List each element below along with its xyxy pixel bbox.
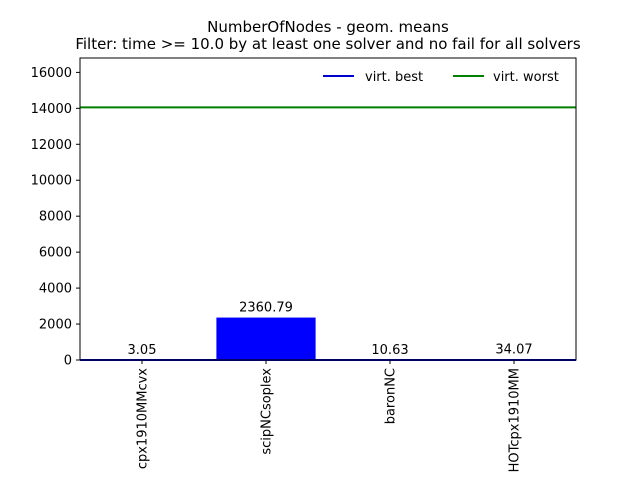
legend: virt. best virt. worst [323, 70, 559, 85]
data-label: 34.07 [495, 342, 532, 357]
chart-subtitle: Filter: time >= 10.0 by at least one sol… [75, 35, 581, 53]
data-label: 10.63 [371, 343, 408, 358]
y-tick-label: 12000 [31, 138, 72, 153]
y-tick-label: 6000 [39, 246, 72, 261]
y-tick-label: 16000 [31, 66, 72, 81]
data-label: 2360.79 [239, 301, 293, 316]
y-tick-label: 4000 [39, 282, 72, 297]
x-tick-label: baronNC [384, 368, 399, 424]
y-tick-label: 14000 [31, 102, 72, 117]
legend-label-virt-worst: virt. worst [493, 70, 559, 85]
data-label: 3.05 [128, 343, 157, 358]
chart-title: NumberOfNodes - geom. means [207, 18, 449, 36]
x-tick-label: scipNCsoplex [260, 368, 275, 455]
legend-label-virt-best: virt. best [365, 70, 423, 85]
y-tick-label: 0 [64, 354, 72, 369]
plot-area: 3.05 2360.79 10.63 34.07 0 2000 4000 6000 8000 10… [31, 57, 577, 472]
bar [216, 317, 316, 360]
plot-frame [79, 57, 577, 361]
x-tick-label: HOTcpx1910MM [508, 368, 523, 472]
y-tick-label: 8000 [39, 210, 72, 225]
x-tick-label: cpx1910MMcvx [136, 368, 151, 469]
y-tick-label: 2000 [39, 318, 72, 333]
y-tick-label: 10000 [31, 174, 72, 189]
